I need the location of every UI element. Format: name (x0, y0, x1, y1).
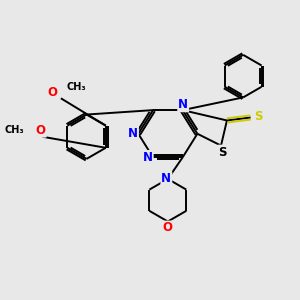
Text: S: S (218, 146, 227, 159)
Text: CH₃: CH₃ (66, 82, 86, 92)
Text: O: O (36, 124, 46, 137)
Text: S: S (255, 110, 263, 123)
Text: O: O (48, 86, 58, 100)
Text: O: O (163, 221, 173, 235)
Text: N: N (143, 151, 153, 164)
Text: N: N (178, 98, 188, 111)
Text: CH₃: CH₃ (4, 125, 24, 135)
Text: N: N (128, 127, 138, 140)
Text: N: N (161, 172, 171, 185)
